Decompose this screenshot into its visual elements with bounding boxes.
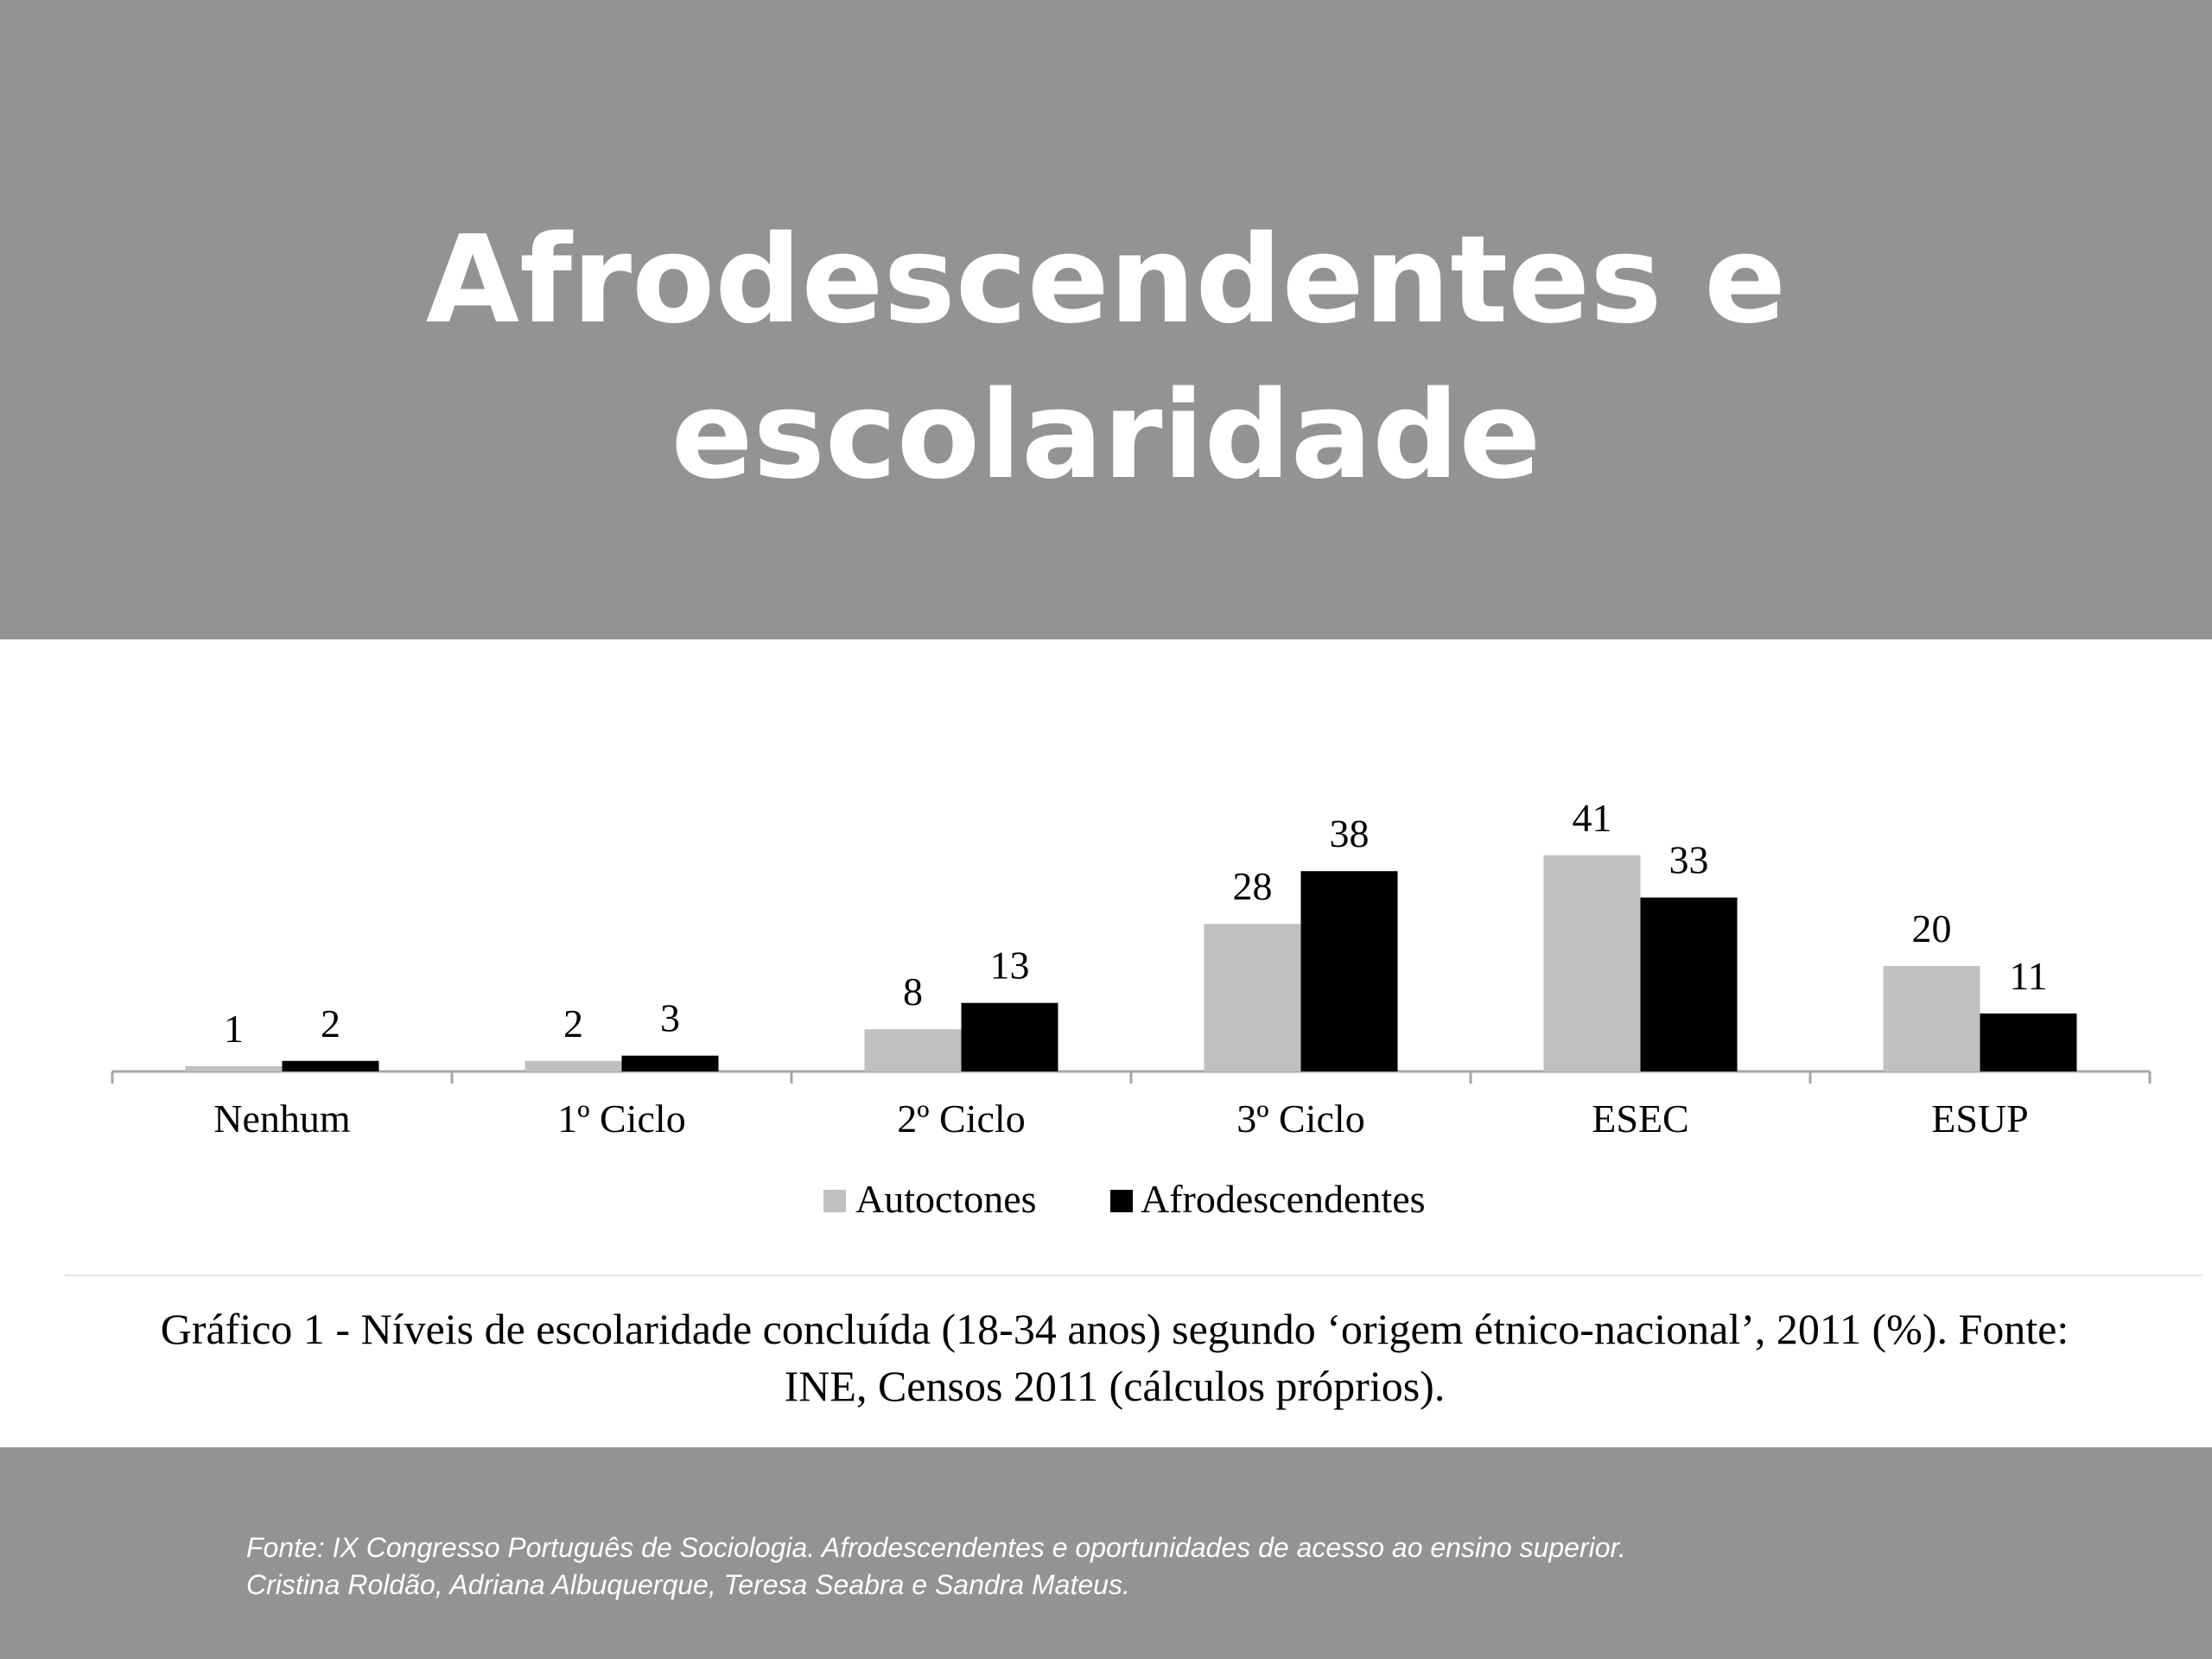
bar-autoctones [1883,966,1980,1071]
caption-line-2: INE, Censos 2011 (cálculos próprios). [784,1362,1446,1410]
legend-label-afrodescendentes: Afrodescendentes [1141,1177,1426,1221]
bar-autoctones [524,1060,622,1071]
data-label: 33 [1669,838,1709,882]
x-tick-label: 2º Ciclo [897,1096,1025,1141]
chart-area: 1 2 Nenhum 2 3 1º Ciclo 8 13 2º Ciclo 28 38 3º Cicl… [0,639,2212,1447]
x-tick-label: 1º Ciclo [557,1096,685,1141]
data-label: 38 [1330,811,1370,855]
data-label: 1 [224,1007,244,1051]
bar-afrodescendentes [1640,897,1738,1071]
legend-swatch-afrodescendentes [1110,1190,1133,1212]
bar-autoctones [1543,855,1641,1071]
bar-afrodescendentes [961,1002,1058,1071]
caption-line-1: Gráfico 1 - Níveis de escolaridade concl… [160,1305,2069,1353]
bar-autoctones [1204,924,1301,1071]
bar-autoctones [864,1029,962,1071]
slide-title: Afrodescendentes e escolaridade [425,210,1787,506]
bar-chart: 1 2 Nenhum 2 3 1º Ciclo 8 13 2º Ciclo 28 38 3º Cicl… [111,796,2152,1221]
footer-source-line: Fonte: IX Congresso Português de Sociolo… [246,1532,1626,1563]
x-tick-label: ESUP [1931,1096,2028,1141]
x-tick-label: Nenhum [213,1096,351,1141]
divider [65,1274,2203,1276]
slide-footer: Fonte: IX Congresso Português de Sociolo… [0,1447,2212,1659]
legend-label-autoctones: Autoctones [855,1177,1037,1221]
chart-caption: Gráfico 1 - Níveis de escolaridade concl… [52,1300,2177,1414]
data-label: 2 [563,1001,583,1046]
data-label: 28 [1233,864,1273,908]
data-label: 41 [1573,796,1612,840]
legend-swatch-autoctones [823,1190,846,1212]
data-label: 20 [1912,906,1952,950]
slide-header: Afrodescendentes e escolaridade [0,0,2212,639]
bar-afrodescendentes [282,1060,379,1071]
data-label: 3 [660,996,680,1040]
x-tick-label: 3º Ciclo [1236,1096,1364,1141]
footer-authors-line: Cristina Roldão, Adriana Albuquerque, Te… [246,1569,1130,1600]
bar-afrodescendentes [1980,1013,2077,1071]
bar-afrodescendentes [1300,871,1398,1071]
bar-afrodescendentes [621,1055,719,1071]
x-tick-label: ESEC [1592,1096,1688,1141]
bar-autoctones [185,1065,283,1071]
data-label: 13 [990,944,1030,988]
data-label: 2 [321,1001,340,1046]
data-label: 11 [2009,954,2047,998]
data-label: 8 [903,969,923,1014]
